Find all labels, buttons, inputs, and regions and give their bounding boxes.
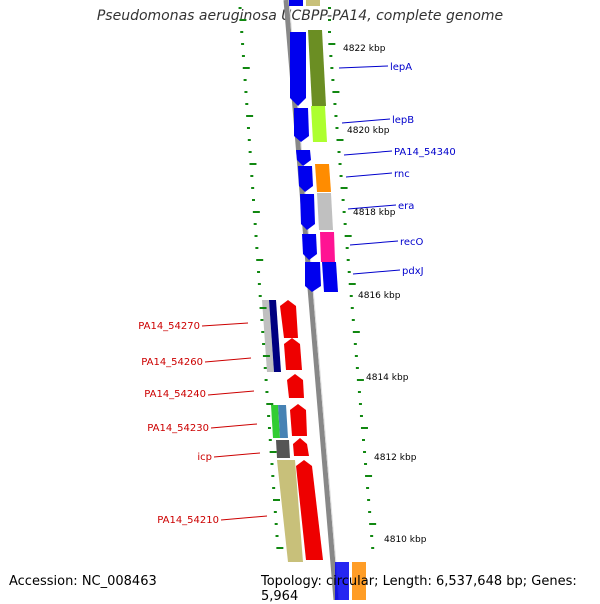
gene-PA14_54230-arrow[interactable]	[290, 404, 307, 436]
gene-label-PA14_54260[interactable]: PA14_54260	[141, 357, 203, 368]
bottom-partial-gene[interactable]	[352, 562, 366, 600]
gene-label-leader	[352, 269, 401, 275]
gene-category-bar	[262, 300, 274, 372]
gene-category-bar	[317, 193, 333, 230]
gene-label-recO[interactable]: recO	[400, 237, 424, 248]
gene-label-PA14_54210[interactable]: PA14_54210	[157, 515, 219, 526]
gene-label-lepB[interactable]: lepB	[392, 115, 414, 126]
gene-category-bar	[308, 30, 326, 106]
gene-PA14_54240-arrow[interactable]	[287, 374, 304, 398]
gene-label-leader	[341, 118, 391, 124]
reverse-label-layer: PA14_54270 PA14_54260 PA14_54240 PA14_54230…	[138, 321, 268, 526]
gene-PA14_54210-arrow[interactable]	[296, 460, 323, 560]
kbp-tick-label: 4814 kbp	[366, 373, 409, 383]
kbp-tick-label: 4816 kbp	[358, 291, 401, 301]
gene-label-leader	[220, 515, 268, 521]
accession-label: Accession: NC_008463	[9, 574, 157, 589]
gene-label-PA14_54270[interactable]: PA14_54270	[138, 321, 200, 332]
gene-label-leader	[201, 322, 249, 327]
kbp-tick-label: 4822 kbp	[343, 44, 386, 54]
gene-category-bar	[311, 106, 327, 142]
gene-label-leader	[210, 423, 258, 429]
gene-lepB-arrow[interactable]	[294, 108, 309, 142]
gene-label-leader	[343, 150, 393, 156]
gene-label-lepA[interactable]: lepA	[390, 62, 412, 73]
gene-label-leader	[347, 204, 397, 210]
gene-PA14_54340-arrow[interactable]	[296, 150, 311, 166]
gene-label-icp[interactable]: icp	[197, 452, 212, 463]
gene-lepA-arrow[interactable]	[290, 32, 306, 106]
gene-label-leader	[345, 172, 393, 178]
gene-category-bar	[278, 405, 288, 438]
gene-pdxJ-arrow[interactable]	[305, 262, 321, 292]
gene-category-bar	[315, 164, 331, 192]
gene-PA14_54260-arrow[interactable]	[284, 338, 302, 370]
gene-category-bar	[271, 405, 280, 438]
gene-era-arrow[interactable]	[300, 194, 315, 230]
top-partial-gene[interactable]	[289, 0, 303, 6]
gene-recO-arrow[interactable]	[302, 234, 317, 260]
gene-category-bar	[322, 262, 338, 292]
kbp-tick-label: 4810 kbp	[384, 535, 427, 545]
tick-layer	[238, 7, 377, 549]
gene-label-PA14_54230[interactable]: PA14_54230	[147, 423, 209, 434]
gene-label-rnc[interactable]: rnc	[394, 169, 410, 180]
gene-label-leader	[338, 65, 389, 69]
gene-category-bar	[269, 300, 281, 372]
kbp-tick-label: 4820 kbp	[347, 126, 390, 136]
gene-label-leader	[204, 357, 252, 363]
genome-title: Pseudomonas aeruginosa UCBPP-PA14, compl…	[96, 8, 504, 24]
kbp-tick-label: 4812 kbp	[374, 453, 417, 463]
gene-label-PA14_54240[interactable]: PA14_54240	[144, 389, 206, 400]
gene-category-bar	[320, 232, 335, 262]
gene-label-leader	[349, 240, 399, 246]
kbp-label-layer: 4822 kbp 4820 kbp 4818 kbp 4816 kbp 4814 kbp…	[343, 44, 427, 545]
gene-icp-arrow[interactable]	[293, 438, 309, 456]
bottom-partial-gene[interactable]	[335, 562, 349, 600]
gene-category-bar	[276, 440, 290, 458]
top-partial-gene[interactable]	[306, 0, 320, 6]
kbp-tick-label: 4818 kbp	[353, 208, 396, 218]
gene-category-bar	[277, 460, 303, 562]
gene-label-PA14_54340[interactable]: PA14_54340	[394, 147, 456, 158]
gene-rnc-arrow[interactable]	[298, 166, 313, 192]
gene-label-era[interactable]: era	[398, 201, 414, 212]
gene-label-leader	[213, 452, 261, 458]
gene-PA14_54270-arrow[interactable]	[280, 300, 298, 338]
gene-label-leader	[207, 390, 255, 396]
gene-label-pdxJ[interactable]: pdxJ	[402, 266, 424, 277]
